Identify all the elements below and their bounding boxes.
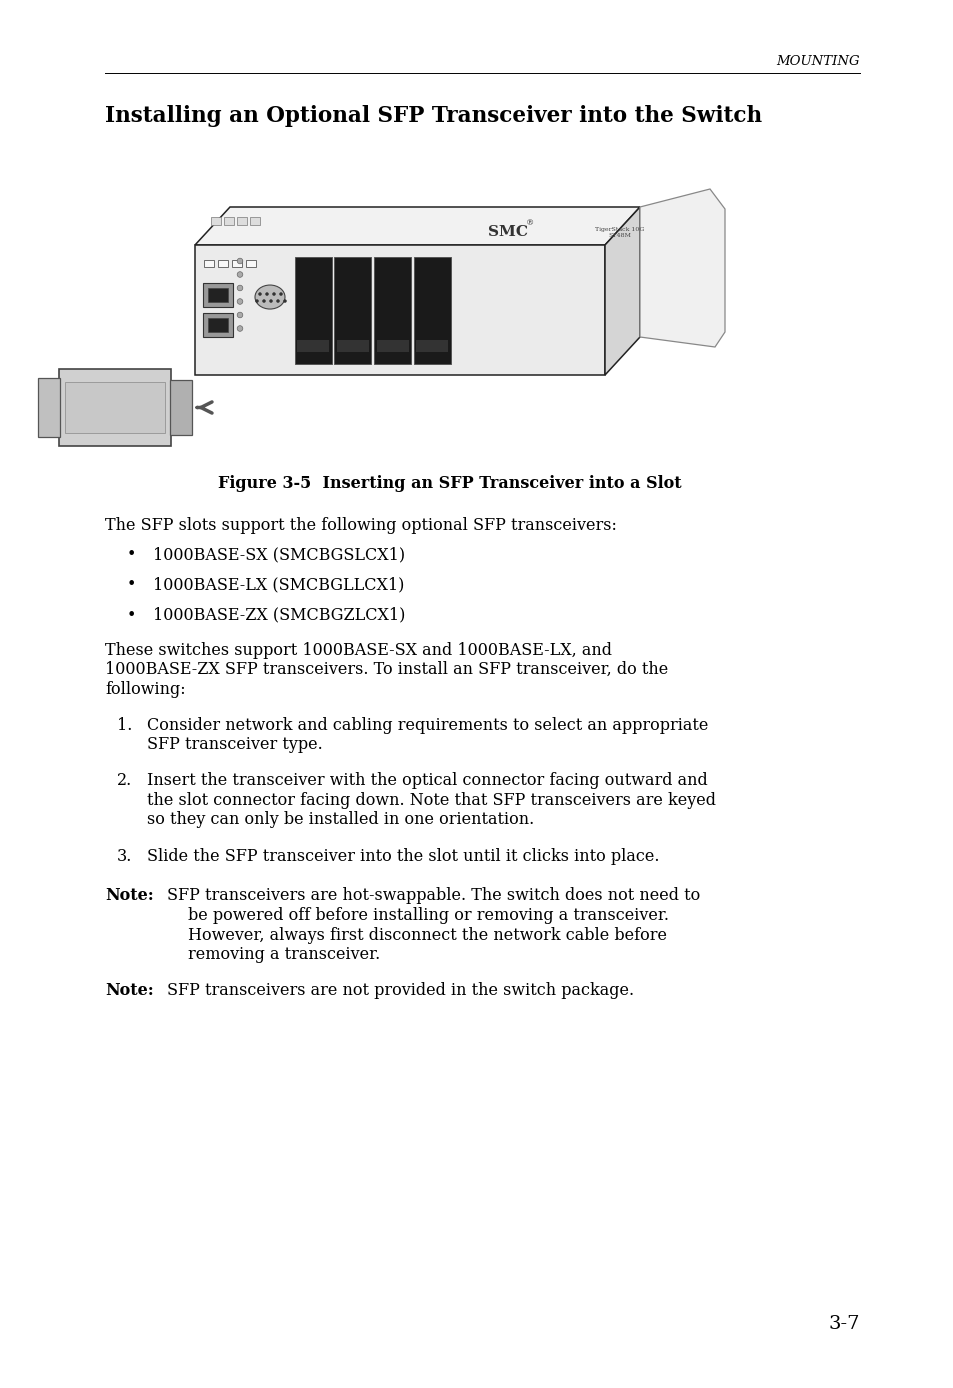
Circle shape (283, 300, 286, 303)
Bar (211, 217, 220, 225)
Text: These switches support 1000BASE-SX and 1000BASE-LX, and: These switches support 1000BASE-SX and 1… (105, 641, 612, 659)
Polygon shape (604, 207, 639, 375)
Text: Consider network and cabling requirements to select an appropriate: Consider network and cabling requirement… (147, 716, 708, 734)
Text: TigerStack 10G
ST48M: TigerStack 10G ST48M (594, 228, 643, 237)
Text: SMC: SMC (487, 225, 527, 239)
Bar (208, 289, 228, 303)
Ellipse shape (254, 285, 285, 310)
FancyBboxPatch shape (294, 257, 331, 364)
Bar (223, 217, 233, 225)
Circle shape (237, 312, 243, 318)
Bar (38, 378, 60, 437)
Circle shape (265, 293, 268, 296)
Text: removing a transceiver.: removing a transceiver. (188, 947, 380, 963)
Text: However, always first disconnect the network cable before: However, always first disconnect the net… (188, 927, 666, 944)
Bar (296, 340, 329, 351)
Circle shape (279, 293, 282, 296)
Bar (236, 217, 246, 225)
Circle shape (237, 272, 243, 278)
Text: Slide the SFP transceiver into the slot until it clicks into place.: Slide the SFP transceiver into the slot … (147, 848, 659, 865)
Text: be powered off before installing or removing a transceiver.: be powered off before installing or remo… (188, 906, 668, 924)
Text: SFP transceivers are hot-swappable. The switch does not need to: SFP transceivers are hot-swappable. The … (167, 887, 700, 905)
Bar (336, 340, 369, 351)
Circle shape (258, 293, 261, 296)
Circle shape (237, 258, 243, 264)
Text: 1000BASE-ZX SFP transceivers. To install an SFP transceiver, do the: 1000BASE-ZX SFP transceivers. To install… (105, 661, 667, 679)
Text: Note:: Note: (105, 887, 153, 905)
Circle shape (276, 300, 279, 303)
Text: ®: ® (525, 219, 534, 228)
Text: MOUNTING: MOUNTING (776, 56, 859, 68)
Circle shape (237, 326, 243, 332)
Bar (204, 261, 213, 268)
Text: 1000BASE-ZX (SMCBGZLCX1): 1000BASE-ZX (SMCBGZLCX1) (152, 607, 405, 623)
Text: 3-7: 3-7 (827, 1314, 859, 1332)
Polygon shape (639, 189, 724, 347)
Text: 2.: 2. (117, 773, 132, 790)
Text: following:: following: (105, 680, 186, 698)
Text: Installing an Optional SFP Transceiver into the Switch: Installing an Optional SFP Transceiver i… (105, 105, 761, 126)
Text: 1.: 1. (117, 716, 132, 734)
Circle shape (237, 298, 243, 304)
Text: the slot connector facing down. Note that SFP transceivers are keyed: the slot connector facing down. Note tha… (147, 793, 716, 809)
Bar (65, 382, 165, 433)
FancyBboxPatch shape (374, 257, 411, 364)
Text: •: • (127, 576, 136, 594)
Bar (232, 261, 242, 268)
Circle shape (269, 300, 273, 303)
Text: Insert the transceiver with the optical connector facing outward and: Insert the transceiver with the optical … (147, 773, 707, 790)
Text: 1000BASE-SX (SMCBGSLCX1): 1000BASE-SX (SMCBGSLCX1) (152, 547, 405, 564)
Circle shape (237, 285, 243, 291)
Text: 3.: 3. (117, 848, 132, 865)
Bar (250, 217, 259, 225)
Bar (376, 340, 408, 351)
FancyBboxPatch shape (203, 283, 233, 307)
Bar (170, 380, 192, 434)
Text: SFP transceiver type.: SFP transceiver type. (147, 737, 322, 754)
Bar (218, 261, 228, 268)
Text: The SFP slots support the following optional SFP transceivers:: The SFP slots support the following opti… (105, 516, 617, 534)
Circle shape (273, 293, 275, 296)
Circle shape (255, 300, 258, 303)
Circle shape (262, 300, 265, 303)
Text: Figure 3-5  Inserting an SFP Transceiver into a Slot: Figure 3-5 Inserting an SFP Transceiver … (218, 475, 681, 491)
FancyBboxPatch shape (203, 314, 233, 337)
FancyBboxPatch shape (334, 257, 371, 364)
Polygon shape (194, 207, 639, 246)
Polygon shape (194, 246, 604, 375)
Text: •: • (127, 547, 136, 564)
Bar (246, 261, 255, 268)
Text: SFP transceivers are not provided in the switch package.: SFP transceivers are not provided in the… (167, 983, 634, 999)
Text: •: • (127, 607, 136, 623)
Text: 1000BASE-LX (SMCBGLLCX1): 1000BASE-LX (SMCBGLLCX1) (152, 576, 404, 594)
Text: Note:: Note: (105, 983, 153, 999)
FancyBboxPatch shape (414, 257, 451, 364)
Bar (208, 318, 228, 332)
FancyBboxPatch shape (59, 369, 171, 446)
Text: so they can only be installed in one orientation.: so they can only be installed in one ori… (147, 812, 534, 829)
Bar (416, 340, 448, 351)
